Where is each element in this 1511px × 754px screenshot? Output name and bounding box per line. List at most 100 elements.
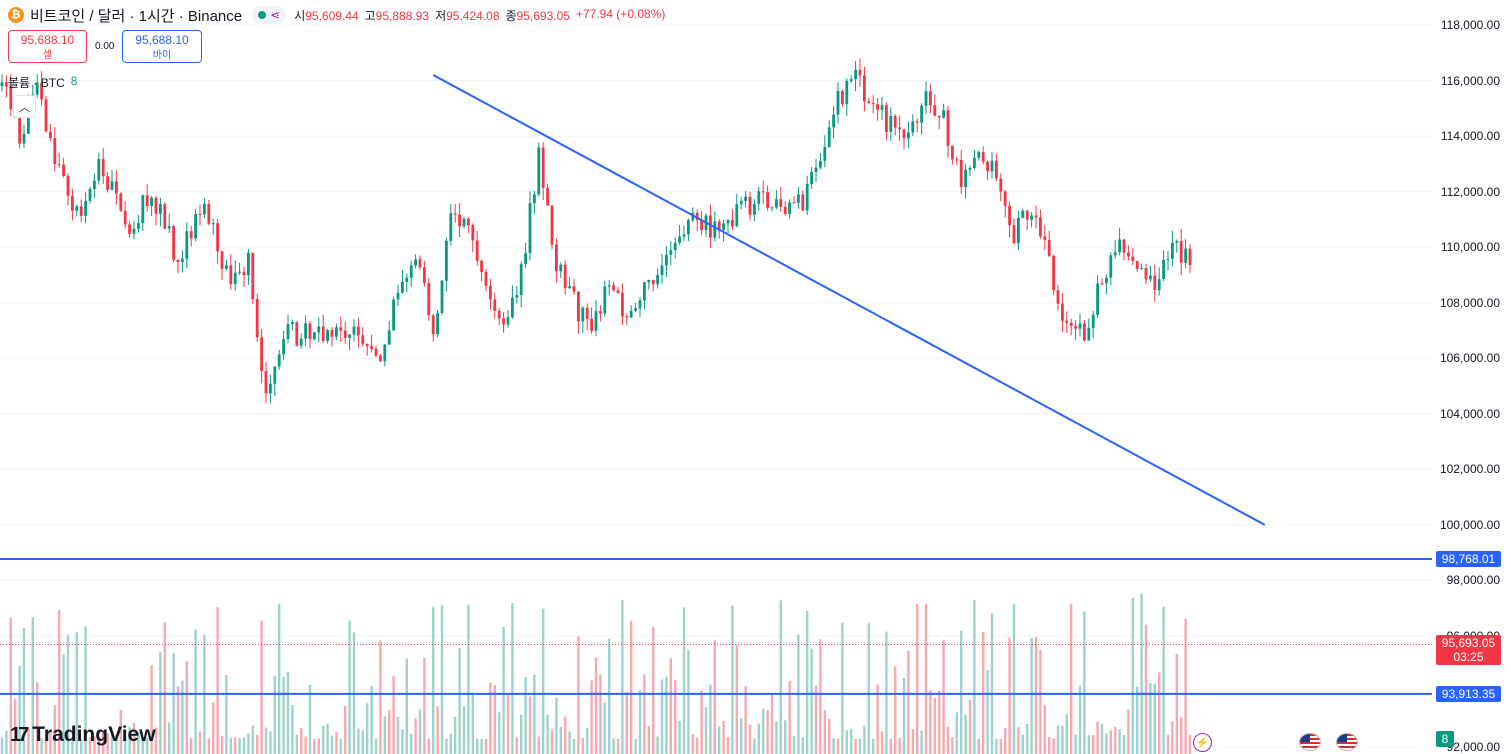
volume-bar — [49, 730, 52, 754]
volume-bar — [1017, 727, 1020, 754]
candle-body — [990, 160, 994, 172]
symbol-title[interactable]: 비트코인 / 달러 · 1시간 · Binance — [30, 7, 243, 25]
candle-body — [291, 322, 294, 325]
volume-bar — [0, 737, 4, 754]
volume-bar — [634, 738, 637, 754]
candle-body — [405, 277, 409, 282]
volume-bar — [1144, 624, 1148, 754]
collapse-legend-button[interactable]: ︿ — [13, 95, 36, 118]
candle-body — [519, 264, 523, 296]
volume-bar — [454, 716, 457, 754]
candle-body — [62, 164, 65, 177]
volume-bar — [1175, 653, 1178, 754]
candle-body — [137, 222, 140, 229]
us-flag-icon[interactable] — [1299, 733, 1321, 751]
volume-bar — [691, 734, 694, 754]
candle-body — [634, 308, 637, 311]
candle-body — [1043, 236, 1047, 240]
volume-bar — [740, 718, 743, 754]
volume-bar — [172, 653, 175, 754]
candle-body — [255, 299, 259, 338]
volume-indicator-legend[interactable]: 볼륨 · BTC 8 — [8, 74, 77, 91]
candle-body — [458, 214, 461, 227]
buy-button[interactable]: 95,688.10 바이 — [122, 30, 202, 63]
candle-body — [801, 194, 805, 211]
volume-bar — [542, 608, 545, 754]
volume-bar — [1096, 721, 1099, 754]
candle-body — [233, 272, 237, 285]
candle-body — [238, 271, 241, 273]
candle-body — [220, 251, 224, 269]
candle-body — [889, 116, 893, 132]
tradingview-logo[interactable]: 17 TradingView — [10, 723, 156, 747]
candle-body — [1056, 290, 1060, 304]
candle-body — [673, 242, 677, 251]
volume-indicator-value: 8 — [70, 74, 78, 88]
share-icon[interactable]: ⋖ — [270, 8, 281, 22]
candle-body — [629, 310, 633, 318]
volume-bar — [1171, 721, 1174, 754]
volume-bar — [282, 676, 285, 754]
candle-body — [585, 307, 589, 319]
high-value: 95,888.93 — [375, 8, 430, 23]
candle-body — [770, 207, 774, 209]
candle-body — [176, 259, 180, 263]
ohlc-values: 시95,609.44 고95,888.93 저95,424.08 종95,693… — [294, 7, 665, 24]
candle-body — [110, 181, 114, 190]
price-axis-tick-label: 106,000.00 — [1439, 351, 1500, 366]
candle-body — [1078, 323, 1082, 329]
candle-body — [396, 292, 400, 300]
candle-body — [18, 117, 21, 144]
candle-body — [854, 69, 857, 80]
candle-body — [1025, 210, 1029, 220]
volume-bar — [806, 610, 809, 754]
candle-body — [907, 132, 910, 139]
volume-bar — [194, 629, 197, 754]
volume-bar — [656, 736, 659, 754]
low-value: 95,424.08 — [446, 8, 500, 23]
us-flag-icon[interactable] — [1336, 733, 1358, 751]
volume-bar — [938, 690, 941, 754]
volume-bar — [31, 617, 34, 754]
lightning-icon[interactable]: ⚡ — [1193, 733, 1212, 752]
open-value: 95,609.44 — [305, 8, 359, 23]
price-axis-tick-label: 100,000.00 — [1439, 517, 1500, 532]
candle-body — [273, 366, 277, 384]
candle-body — [225, 265, 228, 269]
volume-bar — [493, 685, 496, 754]
candle-body — [211, 223, 215, 225]
support-low-price-tag[interactable]: 93,913.35 — [1436, 685, 1501, 702]
volume-bar — [53, 705, 56, 754]
price-axis-tick-label: 102,000.00 — [1439, 462, 1500, 477]
candle-body — [427, 282, 431, 316]
candle-body — [401, 281, 404, 293]
candle-body — [1100, 283, 1104, 285]
volume-bar — [1083, 611, 1086, 754]
candle-body — [123, 210, 127, 225]
volume-bar — [251, 725, 254, 754]
candle-body — [282, 339, 285, 355]
volume-bar — [599, 674, 602, 754]
volume-bar — [867, 623, 870, 754]
candle-body — [1012, 225, 1016, 244]
candle-body — [436, 312, 439, 335]
volume-bar — [863, 725, 866, 754]
candle-body — [203, 203, 206, 215]
candle-body — [115, 181, 118, 194]
sell-button[interactable]: 95,688.10 셀 — [8, 30, 87, 63]
last-price-tag[interactable]: 95,693.05 03:25 — [1436, 635, 1501, 666]
candle-body — [357, 326, 360, 336]
market-status[interactable]: ⋖ — [252, 6, 287, 24]
candle-body — [71, 195, 74, 211]
candle-body — [546, 187, 549, 206]
close-value: 95,693.05 — [516, 8, 570, 23]
support-high-price-tag[interactable]: 98,768.01 — [1436, 551, 1501, 568]
volume-bar — [775, 721, 778, 754]
candle-body — [343, 330, 347, 338]
volume-bar — [770, 694, 774, 754]
volume-bar — [427, 738, 430, 754]
market-open-dot-icon — [258, 11, 267, 19]
volume-bar — [273, 675, 276, 754]
